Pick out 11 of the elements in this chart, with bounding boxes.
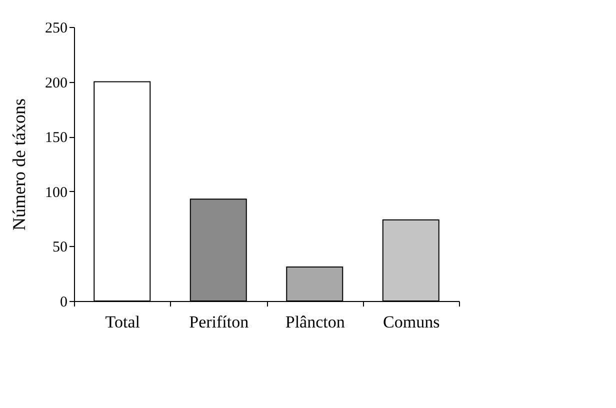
y-tick-label: 50 [52,240,68,256]
x-tick-label: Total [105,312,140,332]
y-tick-label: 100 [45,184,68,201]
y-tick-label: 0 [60,294,68,310]
y-tick-label: 150 [45,130,68,146]
y-tick-label: 200 [45,75,68,92]
y-axis-title: Número de táxons [9,98,29,230]
x-tick-label: Perifíton [189,312,250,332]
x-tick-label: Comuns [383,312,440,332]
y-tick-label: 250 [45,20,68,36]
x-tick-label: Plâncton [285,312,346,332]
